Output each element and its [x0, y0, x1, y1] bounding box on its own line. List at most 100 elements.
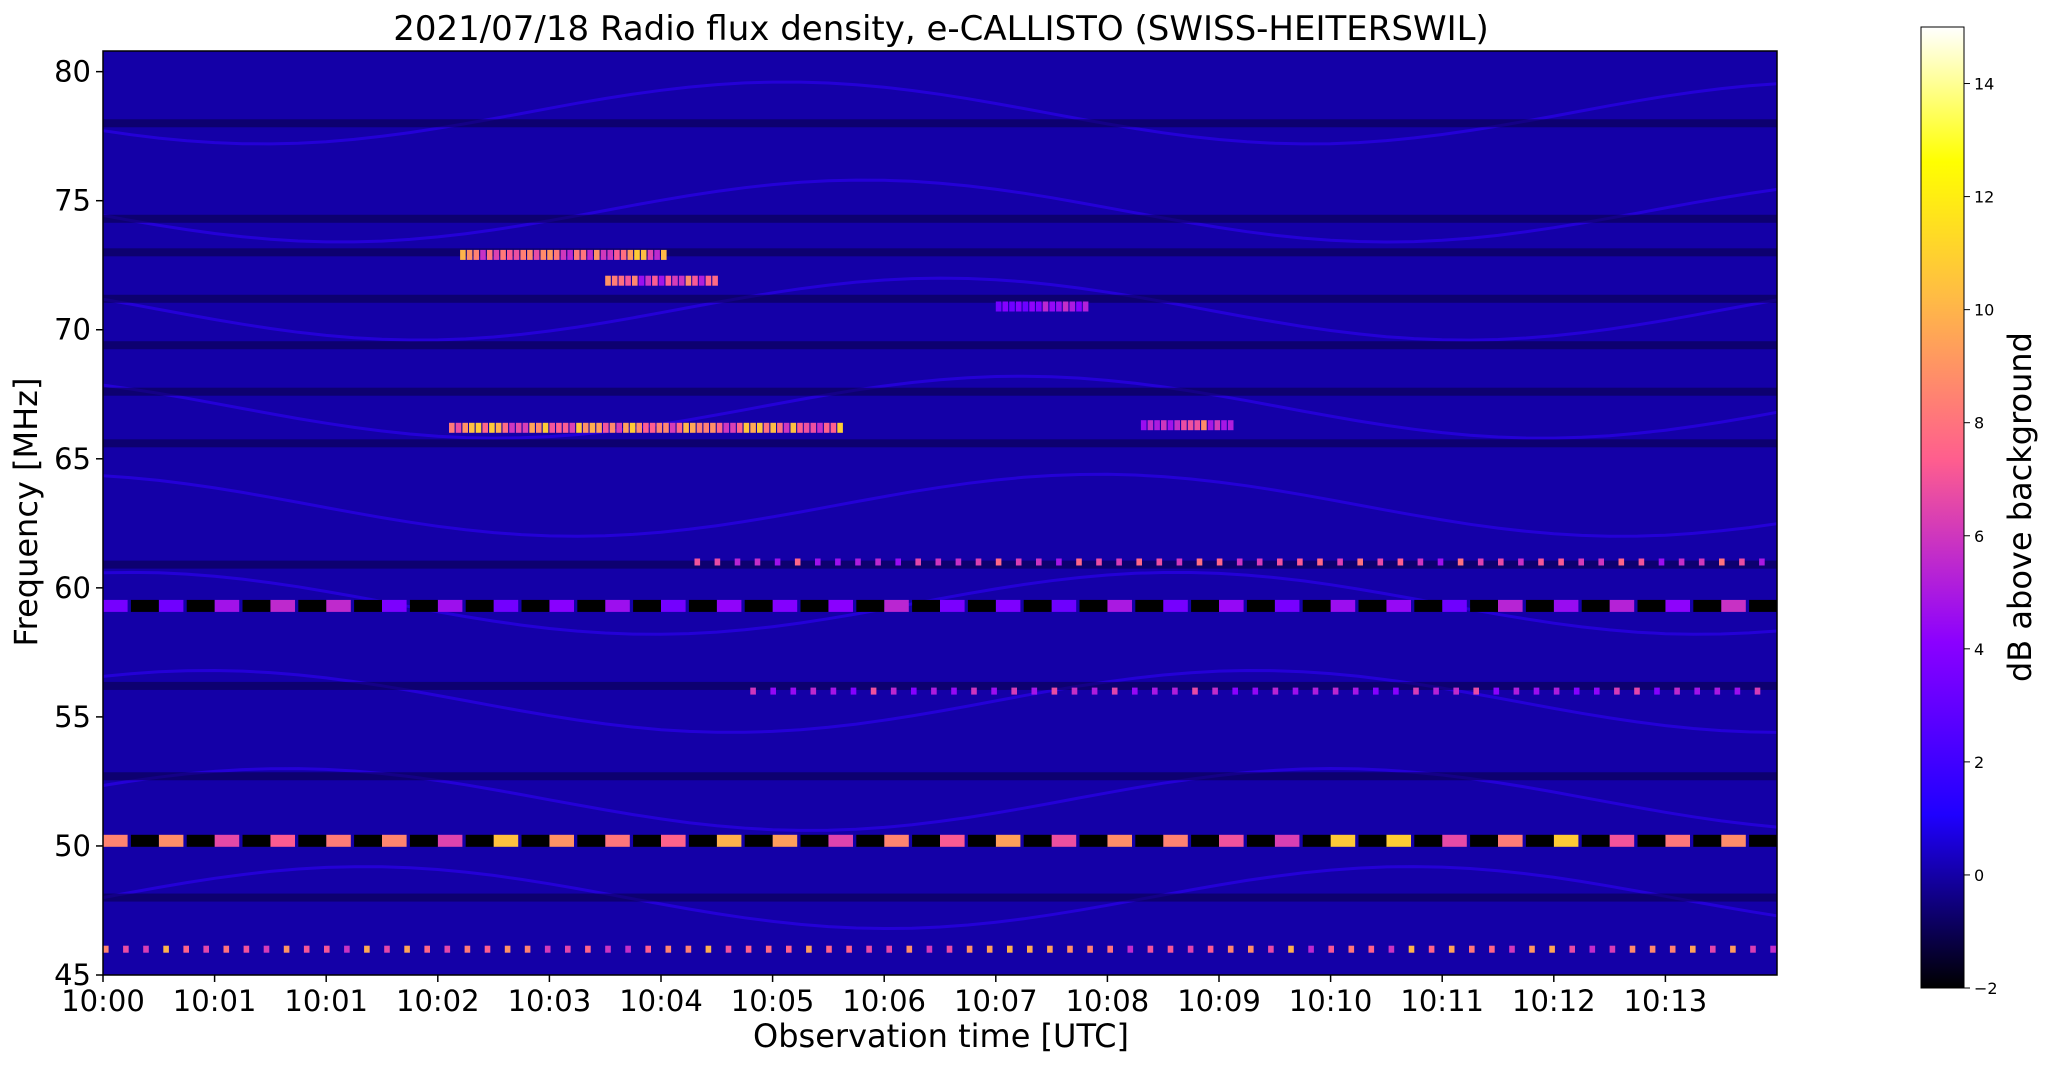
band-gap — [1470, 834, 1498, 847]
dark-lane — [103, 294, 1777, 303]
signal-band-segment — [1373, 687, 1379, 695]
dark-lane — [103, 214, 1777, 223]
band-gap — [1414, 599, 1443, 612]
signal-band-segment — [1348, 945, 1355, 953]
signal-band-segment — [1498, 599, 1523, 612]
burst-segment — [620, 249, 627, 260]
signal-band-segment — [1453, 687, 1459, 695]
signal-band-segment — [103, 599, 128, 612]
burst-segment — [736, 422, 743, 433]
signal-band-segment — [326, 599, 351, 612]
signal-band-segment — [504, 945, 511, 953]
signal-band-segment — [830, 687, 837, 695]
burst-segment — [1201, 420, 1207, 431]
signal-band-segment — [444, 945, 451, 953]
colorbar: −2 0 2 4 6 8 10 12 14 — [1920, 26, 1998, 998]
signal-band-segment — [1698, 558, 1705, 566]
signal-band-segment — [1558, 558, 1564, 566]
burst-segment — [837, 422, 843, 433]
burst-segment — [556, 422, 562, 433]
burst-segment — [1161, 420, 1167, 431]
burst-segment — [527, 249, 533, 260]
band-gap — [409, 599, 438, 612]
signal-band-segment — [772, 834, 798, 847]
burst-segment — [1036, 301, 1042, 312]
signal-band-segment — [931, 687, 937, 695]
signal-band-segment — [214, 599, 240, 612]
band-gap — [521, 834, 550, 847]
signal-band-segment — [1408, 945, 1415, 953]
signal-band-segment — [714, 558, 721, 566]
band-gap — [1525, 599, 1554, 612]
signal-band-segment — [1437, 558, 1444, 566]
interference-line — [102, 374, 1778, 440]
band-gap — [242, 834, 271, 847]
signal-band-segment — [1196, 558, 1203, 566]
band-gap — [1302, 599, 1331, 612]
band-gap — [465, 599, 494, 612]
burst-segment — [743, 422, 750, 433]
band-gap — [688, 834, 717, 847]
burst-segment — [634, 249, 640, 260]
signal-band-segment — [1219, 599, 1244, 612]
signal-band-segment — [464, 945, 471, 953]
band-gap — [1023, 599, 1052, 612]
signal-band-segment — [565, 945, 571, 953]
signal-band-segment — [1156, 558, 1163, 566]
signal-band-segment — [940, 834, 965, 847]
burst-segment — [750, 422, 756, 433]
burst-segment — [1221, 420, 1227, 431]
dark-lane — [103, 681, 1777, 690]
burst-segment — [810, 422, 817, 433]
burst-segment — [995, 301, 1002, 312]
y-tick-label: 55 — [54, 700, 91, 734]
signal-band-segment — [1665, 599, 1690, 612]
x-tick-label: 10:04 — [619, 984, 703, 1018]
burst-segment — [455, 422, 462, 433]
signal-band-segment — [665, 945, 672, 953]
signal-band-segment — [1428, 945, 1435, 953]
signal-band-segment — [1091, 687, 1098, 695]
signal-band-segment — [1393, 687, 1399, 695]
burst-segment — [449, 422, 455, 433]
signal-band-segment — [1493, 687, 1500, 695]
signal-band-segment — [1116, 558, 1122, 566]
signal-band-segment — [1187, 945, 1194, 953]
band-gap — [1414, 834, 1443, 847]
signal-band-segment — [203, 945, 209, 953]
signal-band-segment — [605, 834, 630, 847]
band-gap — [912, 599, 940, 612]
burst-segment — [777, 422, 783, 433]
band-gap — [298, 834, 327, 847]
burst-segment — [569, 422, 576, 433]
signal-band-segment — [1658, 558, 1665, 566]
signal-band-segment — [1152, 687, 1158, 695]
burst-segment — [1207, 420, 1214, 431]
burst-segment — [1002, 301, 1009, 312]
signal-band-segment — [995, 599, 1021, 612]
signal-band-segment — [1569, 945, 1575, 953]
signal-band-segment — [1614, 687, 1620, 695]
signal-band-segment — [1232, 687, 1238, 695]
signal-band-segment — [1317, 558, 1323, 566]
burst-segment — [625, 275, 631, 286]
signal-band-segment — [1051, 834, 1077, 847]
signal-band-segment — [884, 599, 909, 612]
burst-segment — [614, 249, 620, 260]
interference-line — [102, 178, 1778, 244]
y-tick-label: 70 — [54, 313, 91, 347]
signal-band-segment — [946, 945, 953, 953]
burst-segment — [658, 275, 665, 286]
signal-band-segment — [1750, 945, 1756, 953]
signal-band-segment — [1674, 687, 1680, 695]
signal-band-segment — [1292, 687, 1299, 695]
signal-band-segment — [1609, 945, 1616, 953]
burst-segment — [1140, 420, 1147, 431]
signal-band-segment — [549, 834, 574, 847]
colorbar-tick-label: 2 — [1974, 753, 1984, 772]
signal-band-segment — [1386, 599, 1411, 612]
burst-segment — [1147, 420, 1154, 431]
signal-band-segment — [1759, 558, 1765, 566]
signal-band-segment — [1111, 687, 1118, 695]
signal-band-segment — [716, 834, 742, 847]
